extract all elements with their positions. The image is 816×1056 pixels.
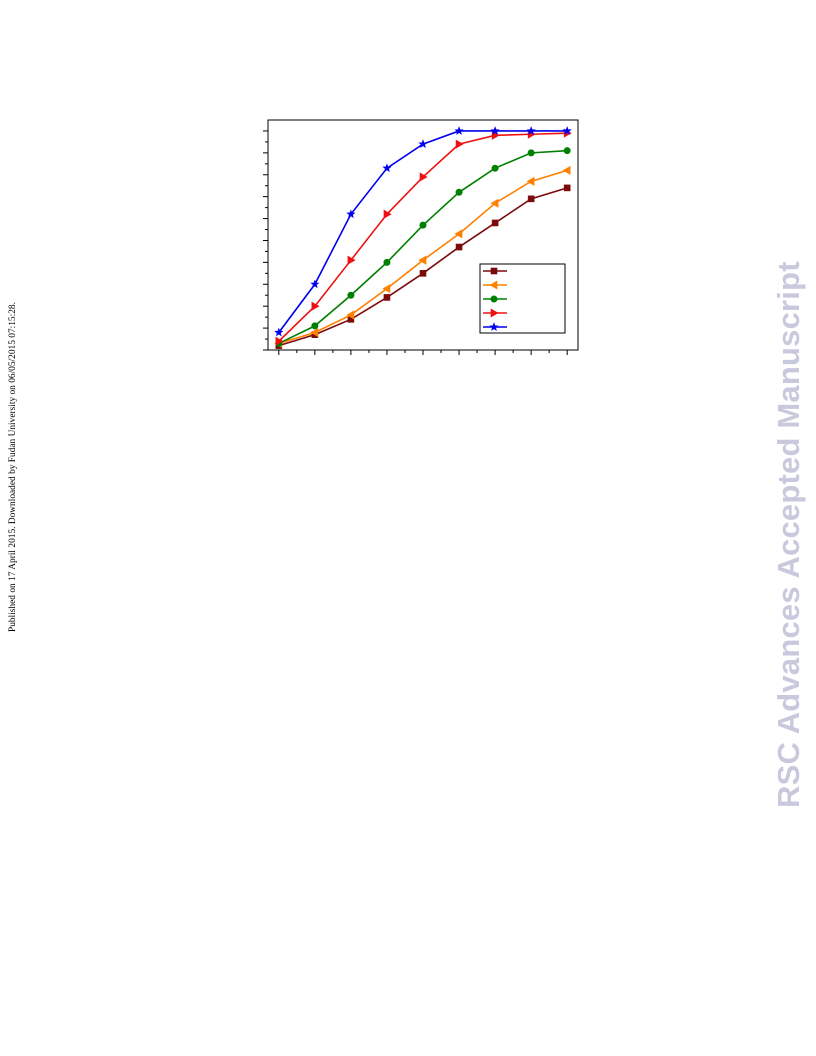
data-point [455, 243, 463, 251]
data-point [382, 284, 391, 294]
data-point [563, 147, 571, 155]
data-point [491, 164, 499, 172]
series-layer [274, 126, 572, 349]
data-point [562, 126, 572, 135]
data-point [419, 270, 427, 277]
data-point [418, 255, 427, 265]
data-point [526, 176, 535, 186]
data-point [346, 310, 355, 320]
series-2 [274, 165, 571, 348]
data-point [419, 221, 427, 229]
legend-marker [490, 267, 498, 275]
legend-marker [490, 308, 499, 318]
data-point [527, 195, 535, 203]
data-point [310, 279, 320, 289]
series-5 [274, 126, 572, 337]
data-point [347, 291, 355, 299]
data-point [418, 139, 428, 149]
data-point [526, 126, 536, 135]
legend-marker [489, 280, 498, 290]
legend-marker [489, 322, 499, 331]
data-point [491, 219, 499, 227]
data-point [454, 229, 463, 239]
data-point [274, 327, 284, 337]
data-point [455, 139, 464, 149]
data-point [455, 188, 463, 196]
axis-ticks [263, 130, 568, 355]
data-point [311, 322, 319, 330]
data-point [527, 149, 535, 157]
legend-marker [490, 295, 498, 303]
legend [479, 263, 566, 334]
data-point [346, 209, 356, 219]
data-point [382, 163, 392, 173]
data-point [310, 327, 319, 337]
data-point [383, 294, 391, 301]
data-point [383, 258, 391, 266]
data-point [311, 301, 320, 311]
data-point [563, 184, 571, 192]
data-point [275, 336, 284, 346]
data-point [490, 198, 499, 208]
data-point [454, 126, 464, 135]
data-point [383, 209, 392, 219]
data-point [419, 172, 428, 182]
series-3 [275, 147, 571, 347]
data-point [490, 126, 500, 135]
data-point [562, 165, 571, 175]
data-point [347, 255, 356, 265]
